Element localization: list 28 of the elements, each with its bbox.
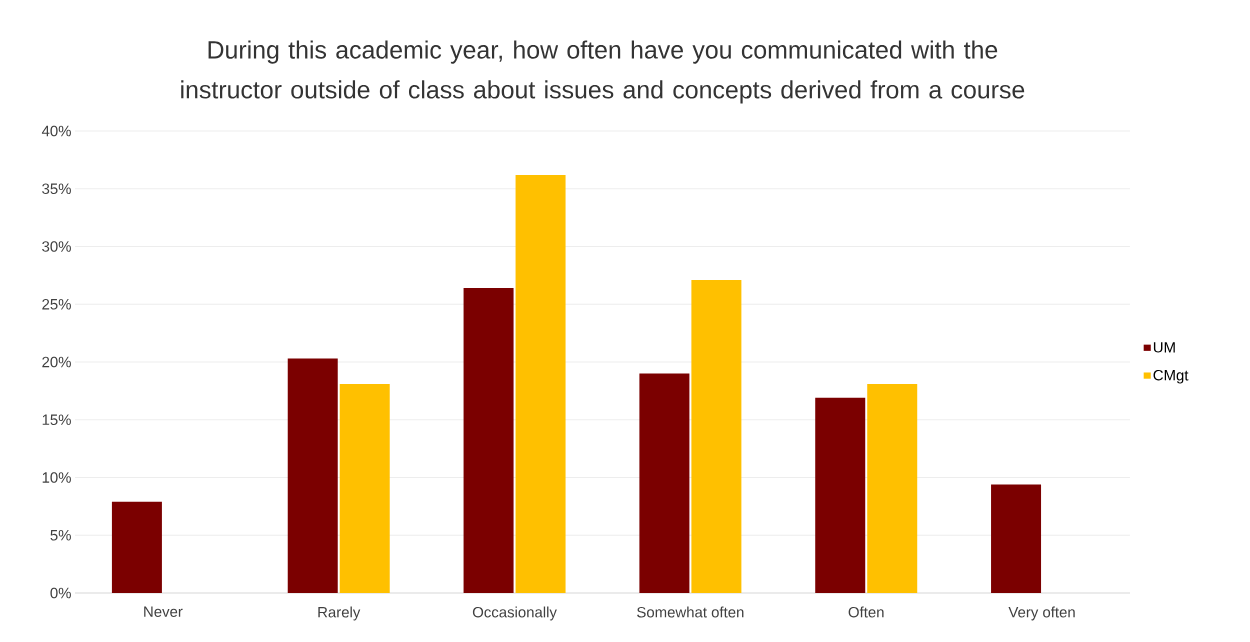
bar: [815, 397, 866, 593]
y-tick-label: 40%: [41, 125, 71, 137]
y-tick-label: 20%: [42, 356, 71, 368]
y-tick-label: 0%: [50, 587, 71, 599]
bar: [339, 383, 390, 593]
bar: [515, 174, 566, 593]
x-tick-label: Often: [848, 606, 884, 618]
bar: [639, 373, 690, 593]
y-tick-label: 25%: [42, 298, 71, 310]
x-tick-label: Somewhat often: [637, 606, 744, 618]
y-tick-label: 15%: [42, 414, 71, 425]
bar: [287, 358, 338, 593]
chart-title: During this academic year, how often have you communicated with the instructor outside of class about issues and concepts derived from a course: [181, 40, 1025, 104]
bar: [991, 484, 1042, 593]
bar: [867, 383, 918, 593]
bar: [463, 288, 514, 593]
bar: [691, 280, 742, 593]
x-tick-label: Rarely: [318, 606, 361, 621]
legend-label: UM: [1153, 342, 1175, 353]
bar: [111, 501, 162, 593]
y-tick-label: 5%: [50, 530, 71, 541]
y-tick-label: 30%: [42, 241, 71, 252]
x-tick-label: Never: [144, 606, 183, 617]
x-tick-label: Occasionally: [472, 606, 557, 621]
legend-label: CMgt: [1153, 369, 1189, 384]
x-tick-label: Very often: [1008, 606, 1075, 621]
y-tick-label: 35%: [42, 183, 71, 195]
y-tick-label: 10%: [42, 472, 71, 483]
